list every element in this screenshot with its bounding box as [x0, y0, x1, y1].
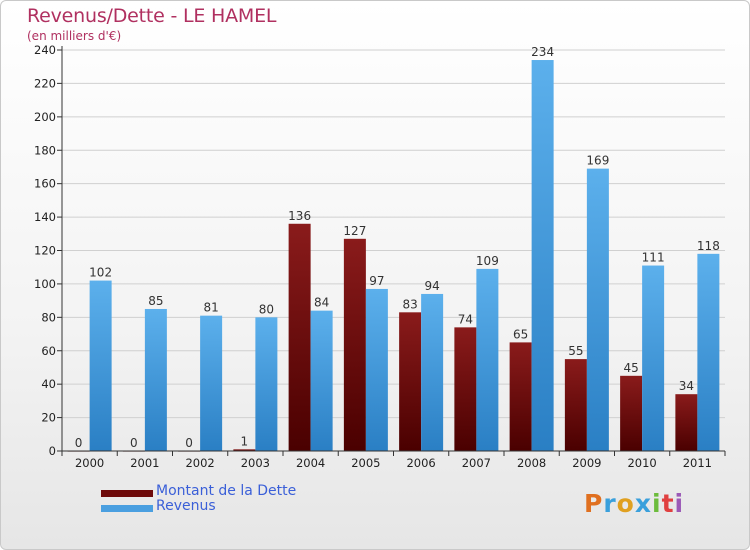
logo-letter: t	[661, 489, 675, 518]
x-tick-label: 2008	[517, 456, 546, 470]
value-label-debt: 83	[402, 297, 417, 311]
y-tick-label: 120	[34, 244, 56, 258]
proxiti-logo: Proxiti	[584, 489, 684, 518]
x-tick-label: 2011	[683, 456, 712, 470]
y-tick-label: 140	[34, 210, 56, 224]
value-label-debt: 65	[513, 327, 528, 341]
bar-revenus	[531, 60, 554, 452]
value-label-debt: 136	[288, 209, 311, 223]
value-label-debt: 1	[241, 434, 249, 448]
y-tick-label: 40	[41, 377, 56, 391]
y-tick-label: 100	[34, 277, 56, 291]
logo-letter: i	[652, 489, 662, 518]
x-tick-label: 2001	[130, 456, 159, 470]
bar-debt	[620, 375, 643, 451]
bar-revenus	[255, 317, 278, 451]
value-label-revenus: 80	[259, 302, 274, 316]
bar-debt	[343, 238, 366, 451]
bar-revenus	[89, 280, 112, 451]
value-label-debt: 127	[343, 224, 366, 238]
value-label-revenus: 84	[314, 296, 329, 310]
bar-revenus	[697, 253, 720, 451]
y-tick-label: 220	[34, 76, 56, 90]
bar-debt	[509, 342, 532, 451]
value-label-debt: 55	[568, 344, 583, 358]
value-label-revenus: 97	[369, 274, 384, 288]
value-label-revenus: 111	[642, 251, 665, 265]
logo-letter: o	[616, 489, 635, 518]
x-tick-label: 2009	[572, 456, 601, 470]
value-label-revenus: 234	[531, 45, 554, 59]
x-tick-label: 2005	[351, 456, 380, 470]
legend-swatch-revenus	[101, 505, 153, 512]
value-label-revenus: 169	[586, 154, 609, 168]
value-label-debt: 74	[458, 312, 473, 326]
y-tick-label: 160	[34, 177, 56, 191]
value-label-revenus: 118	[697, 239, 720, 253]
value-label-revenus: 94	[424, 279, 439, 293]
legend-label-revenus: Revenus	[156, 498, 216, 514]
y-tick-label: 180	[34, 143, 56, 157]
y-tick-label: 240	[34, 43, 56, 57]
chart-title: Revenus/Dette - LE HAMEL	[27, 5, 277, 27]
value-label-revenus: 102	[89, 266, 112, 280]
x-tick-label: 2007	[462, 456, 491, 470]
y-tick-label: 80	[41, 310, 56, 324]
x-tick-label: 2010	[627, 456, 656, 470]
y-tick-label: 0	[49, 444, 56, 458]
bar-debt	[288, 223, 311, 451]
chart-subtitle: (en milliers d'€)	[27, 29, 122, 43]
value-label-revenus: 85	[148, 294, 163, 308]
bar-revenus	[200, 315, 223, 451]
y-tick-label: 200	[34, 110, 56, 124]
bar-debt	[454, 327, 477, 451]
legend-swatch-debt	[101, 490, 153, 497]
y-tick-label: 20	[41, 411, 56, 425]
value-label-revenus: 109	[476, 254, 499, 268]
bar-revenus	[586, 168, 609, 452]
bar-revenus	[144, 308, 167, 451]
bar-revenus	[310, 310, 333, 451]
bar-debt	[233, 449, 256, 451]
bar-debt	[675, 394, 698, 451]
bar-revenus	[476, 268, 499, 451]
value-label-debt: 45	[623, 361, 638, 375]
value-label-debt: 34	[679, 379, 694, 393]
value-label-debt: 0	[130, 436, 138, 450]
value-label-debt: 0	[75, 436, 83, 450]
x-tick-label: 2004	[296, 456, 325, 470]
x-tick-label: 2002	[185, 456, 214, 470]
y-tick-label: 60	[41, 344, 56, 358]
bar-revenus	[365, 288, 388, 451]
bar-debt	[399, 312, 422, 451]
legend-label-debt: Montant de la Dette	[156, 483, 297, 499]
value-label-debt: 0	[185, 436, 193, 450]
logo-letter: r	[603, 489, 617, 518]
bar-revenus	[642, 265, 665, 451]
bar-revenus	[421, 293, 444, 451]
value-label-revenus: 81	[203, 301, 218, 315]
logo-letter: x	[634, 489, 652, 518]
x-tick-label: 2000	[75, 456, 104, 470]
x-tick-label: 2003	[241, 456, 270, 470]
x-tick-label: 2006	[406, 456, 435, 470]
bar-debt	[564, 359, 587, 451]
logo-letter: P	[584, 489, 604, 518]
logo-letter: i	[674, 489, 685, 518]
